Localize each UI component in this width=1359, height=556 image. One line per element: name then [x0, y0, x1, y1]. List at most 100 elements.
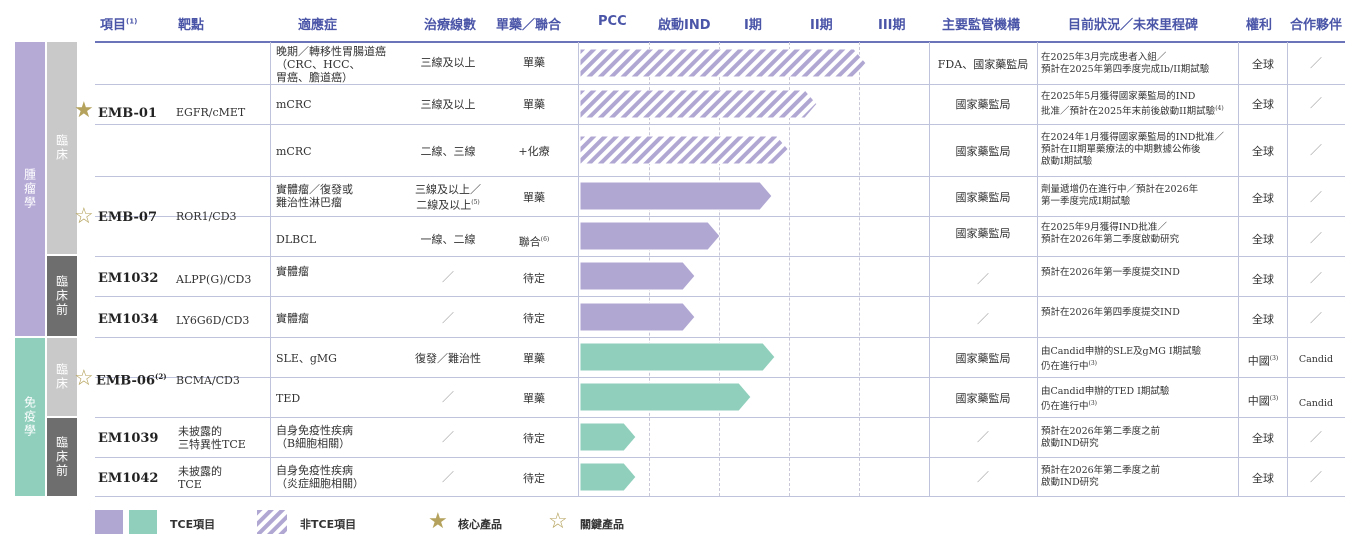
project-name: EMB-01 [98, 106, 158, 121]
treatment-line: ／ [441, 390, 454, 404]
rights: 全球 [1252, 273, 1274, 286]
project-target: EGFR/cMET [176, 106, 246, 119]
progress-bar [579, 261, 696, 291]
mono-combo: 待定 [523, 272, 545, 285]
header-target: 靶點 [178, 18, 205, 33]
status: 劑量遞增仍在進行中／預計在2026年 第一季度完成I期試驗 [1041, 184, 1199, 207]
header-mono-combo: 單藥／聯合 [496, 18, 562, 33]
legend-tce-teal-swatch [129, 510, 157, 534]
progress-bar [579, 302, 696, 332]
header-ind-enabling: 啟動IND [658, 18, 711, 33]
progress-bar [579, 181, 773, 211]
mono-combo: 待定 [523, 472, 545, 485]
project-name: EMB-06(2) [96, 372, 167, 389]
status: 預計在2026年第二季度之前 啟動IND研究 [1041, 465, 1161, 488]
partner: ／ [1309, 96, 1322, 110]
regulator: 國家藥監局 [955, 352, 1011, 365]
mono-combo: 待定 [523, 312, 545, 325]
side-immunology-preclinical: 臨床前 [47, 418, 77, 496]
mono-combo: 待定 [523, 432, 545, 445]
project-target: BCMA/CD3 [176, 374, 240, 387]
regulator: 國家藥監局 [955, 392, 1011, 405]
legend-core-label: 核心產品 [458, 518, 502, 531]
partner: Candid [1298, 398, 1334, 409]
legend-core-star-icon: ★ [428, 509, 448, 534]
col-divider [578, 42, 579, 496]
legend-key-label: 關鍵產品 [580, 518, 624, 531]
partner: ／ [1309, 56, 1322, 70]
project-name: EM1034 [98, 312, 159, 327]
indication: 晚期／轉移性胃腸道癌 （CRC、HCC、 胃癌、膽道癌） [276, 45, 386, 84]
regulator: ／ [976, 430, 989, 444]
partner: ／ [1309, 271, 1322, 285]
mono-combo: 單藥 [523, 191, 545, 204]
regulator: FDA、國家藥監局 [937, 58, 1029, 71]
partner: Candid [1298, 354, 1334, 365]
row-divider [95, 377, 1345, 378]
treatment-line: 三線及以上 [420, 56, 476, 69]
row-divider [95, 337, 1345, 338]
header-rights: 權利 [1246, 18, 1273, 33]
col-divider [929, 42, 930, 496]
header-phase3: III期 [878, 18, 906, 33]
row-divider [95, 296, 1345, 297]
legend-non-tce-label: 非TCE項目 [300, 518, 357, 531]
indication: 自身免疫性疾病 （B細胞相關） [276, 424, 353, 450]
header-partner: 合作夥伴 [1290, 18, 1343, 33]
regulator: 國家藥監局 [955, 98, 1011, 111]
legend-non-tce-swatch [257, 510, 287, 534]
mono-combo: 單藥 [523, 56, 545, 69]
key-product-star-icon: ☆ [74, 366, 94, 391]
indication: DLBCL [276, 233, 317, 246]
status: 由Candid申辦的SLE及gMG I期試驗 仍在進行中(3) [1041, 346, 1202, 373]
row-divider [95, 176, 1345, 177]
status: 預計在2026年第二季度之前 啟動IND研究 [1041, 426, 1161, 449]
rights: 全球 [1252, 472, 1274, 485]
col-divider [1287, 42, 1288, 496]
progress-bar [579, 422, 637, 452]
header-indication: 適應症 [298, 18, 338, 33]
progress-bar [579, 462, 637, 492]
row-divider [95, 84, 1345, 85]
row-divider [95, 457, 1345, 458]
treatment-line: ／ [441, 470, 454, 484]
treatment-line: 三線及以上 [420, 98, 476, 111]
partner: ／ [1309, 231, 1322, 245]
status: 在2025年9月獲得IND批准／ 預計在2026年第二季度啟動研究 [1041, 222, 1180, 245]
progress-bar [579, 221, 721, 251]
rights: 全球 [1252, 313, 1274, 326]
treatment-line: 一線、二線 [420, 233, 476, 246]
indication: 實體瘤 [276, 265, 309, 278]
rights: 全球 [1252, 432, 1274, 445]
legend-tce-label: TCE項目 [170, 518, 216, 531]
regulator: 國家藥監局 [955, 145, 1011, 158]
project-target: ALPP(G)/CD3 [176, 273, 252, 286]
mono-combo: 聯合(6) [518, 235, 550, 249]
regulator: ／ [976, 272, 989, 286]
rights: 全球 [1252, 58, 1274, 71]
indication: SLE、gMG [276, 352, 337, 365]
status: 在2025年3月完成患者入組／ 預計在2025年第四季度完成Ib/II期試驗 [1041, 52, 1210, 75]
progress-bar [579, 89, 818, 119]
treatment-line: ／ [441, 270, 454, 284]
progress-bar [579, 135, 790, 165]
header-status: 目前狀況／未來里程碑 [1068, 18, 1199, 33]
project-target: 未披露的 TCE [178, 465, 222, 491]
project-name: EM1039 [98, 431, 159, 446]
rights: 中國(3) [1247, 354, 1279, 368]
row-divider [95, 496, 1345, 497]
mono-combo: 單藥 [523, 98, 545, 111]
header-regulator: 主要監管機構 [942, 18, 1021, 33]
phase-divider [859, 42, 860, 496]
rights: 全球 [1252, 98, 1274, 111]
project-name: EM1042 [98, 471, 159, 486]
header-project: 項目(1) [100, 17, 138, 33]
rights: 全球 [1252, 145, 1274, 158]
status: 由Candid申辦的TED I期試驗 仍在進行中(3) [1041, 386, 1170, 413]
header-pcc: PCC [598, 14, 627, 29]
treatment-line: ／ [441, 311, 454, 325]
row-divider [95, 417, 1345, 418]
status: 在2024年1月獲得國家藥監局的IND批准／ 預計在II期單藥療法的中期數據公佈後… [1041, 132, 1224, 167]
header-line: 治療線數 [424, 18, 477, 33]
partner: ／ [1309, 190, 1322, 204]
